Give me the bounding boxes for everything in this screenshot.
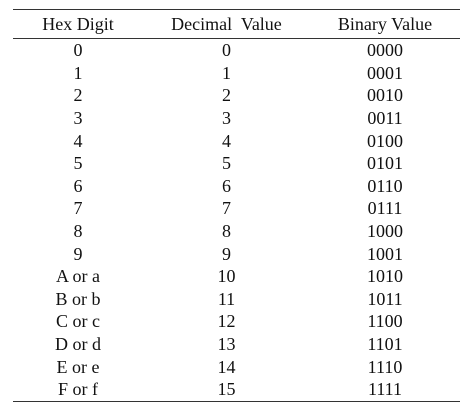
hex-cell: 1 [73, 62, 83, 83]
hex-conversion-table: Hex Digit Decimal Value Binary Value 0 0… [13, 9, 460, 402]
table-row: 5 5 0101 [13, 152, 460, 175]
hex-cell: 5 [73, 153, 83, 174]
table-row: D or d 13 1101 [13, 333, 460, 356]
binary-cell: 1001 [367, 243, 403, 264]
binary-cell: 0011 [367, 108, 403, 129]
decimal-cell: 12 [217, 311, 236, 332]
hex-cell: 0 [73, 40, 83, 61]
decimal-cell: 15 [217, 379, 236, 400]
binary-cell: 1000 [367, 221, 403, 242]
header-row: Hex Digit Decimal Value Binary Value [13, 9, 460, 39]
binary-cell: 1101 [367, 334, 403, 355]
decimal-cell: 3 [222, 108, 231, 129]
decimal-cell: 5 [222, 153, 231, 174]
decimal-cell: 11 [217, 288, 236, 309]
decimal-cell: 13 [217, 334, 236, 355]
binary-cell: 1111 [368, 379, 402, 400]
binary-cell: 0100 [367, 130, 403, 151]
decimal-cell: 14 [217, 356, 236, 377]
hex-cell: E or e [56, 356, 100, 377]
binary-cell: 1100 [367, 311, 403, 332]
table-header: Hex Digit Decimal Value Binary Value [13, 9, 460, 39]
binary-cell: 0000 [367, 40, 403, 61]
decimal-cell: 4 [222, 130, 231, 151]
hex-cell: A or a [56, 266, 100, 287]
binary-cell: 1011 [367, 288, 403, 309]
decimal-cell: 10 [217, 266, 236, 287]
binary-cell: 1110 [367, 356, 403, 377]
table-row: 4 4 0100 [13, 129, 460, 152]
table-row: 6 6 0110 [13, 175, 460, 198]
hex-cell: 8 [73, 221, 83, 242]
header-binary-value: Binary Value [337, 13, 433, 34]
binary-cell: 0010 [367, 85, 403, 106]
table-row: 7 7 0111 [13, 197, 460, 220]
table-row: 0 0 0000 [13, 39, 460, 62]
table-row: 2 2 0010 [13, 84, 460, 107]
hex-cell: C or c [56, 311, 100, 332]
table-row: 8 8 1000 [13, 220, 460, 243]
hex-cell: 2 [73, 85, 83, 106]
decimal-cell: 0 [222, 40, 231, 61]
table-row: C or c 12 1100 [13, 310, 460, 333]
binary-cell: 0101 [367, 153, 403, 174]
decimal-cell: 7 [222, 198, 231, 219]
table-row: 9 9 1001 [13, 242, 460, 265]
decimal-cell: 1 [222, 62, 231, 83]
hex-cell: 7 [73, 198, 83, 219]
table-body: 0 0 0000 1 1 0001 2 2 0010 3 3 0011 4 4 [13, 39, 460, 401]
hex-cell: B or b [55, 288, 101, 309]
hex-cell: 3 [73, 108, 83, 129]
binary-cell: 0110 [367, 175, 403, 196]
decimal-cell: 9 [222, 243, 231, 264]
binary-cell: 0001 [367, 62, 403, 83]
binary-cell: 0111 [367, 198, 403, 219]
table-row: 3 3 0011 [13, 107, 460, 130]
table-row: A or a 10 1010 [13, 265, 460, 288]
hex-cell: D or d [55, 334, 101, 355]
hex-conversion-table-container: Hex Digit Decimal Value Binary Value 0 0… [13, 9, 460, 402]
table-row: B or b 11 1011 [13, 288, 460, 311]
table-row: 1 1 0001 [13, 62, 460, 85]
table-row: E or e 14 1110 [13, 355, 460, 378]
decimal-cell: 8 [222, 221, 231, 242]
decimal-cell: 6 [222, 175, 231, 196]
hex-cell: F or f [58, 379, 98, 400]
hex-cell: 6 [73, 175, 83, 196]
header-hex-digit: Hex Digit [42, 13, 114, 34]
decimal-cell: 2 [222, 85, 231, 106]
table-row: F or f 15 1111 [13, 378, 460, 401]
header-decimal-value: Decimal Value [171, 13, 282, 34]
hex-cell: 4 [73, 130, 83, 151]
binary-cell: 1010 [367, 266, 403, 287]
hex-cell: 9 [73, 243, 83, 264]
